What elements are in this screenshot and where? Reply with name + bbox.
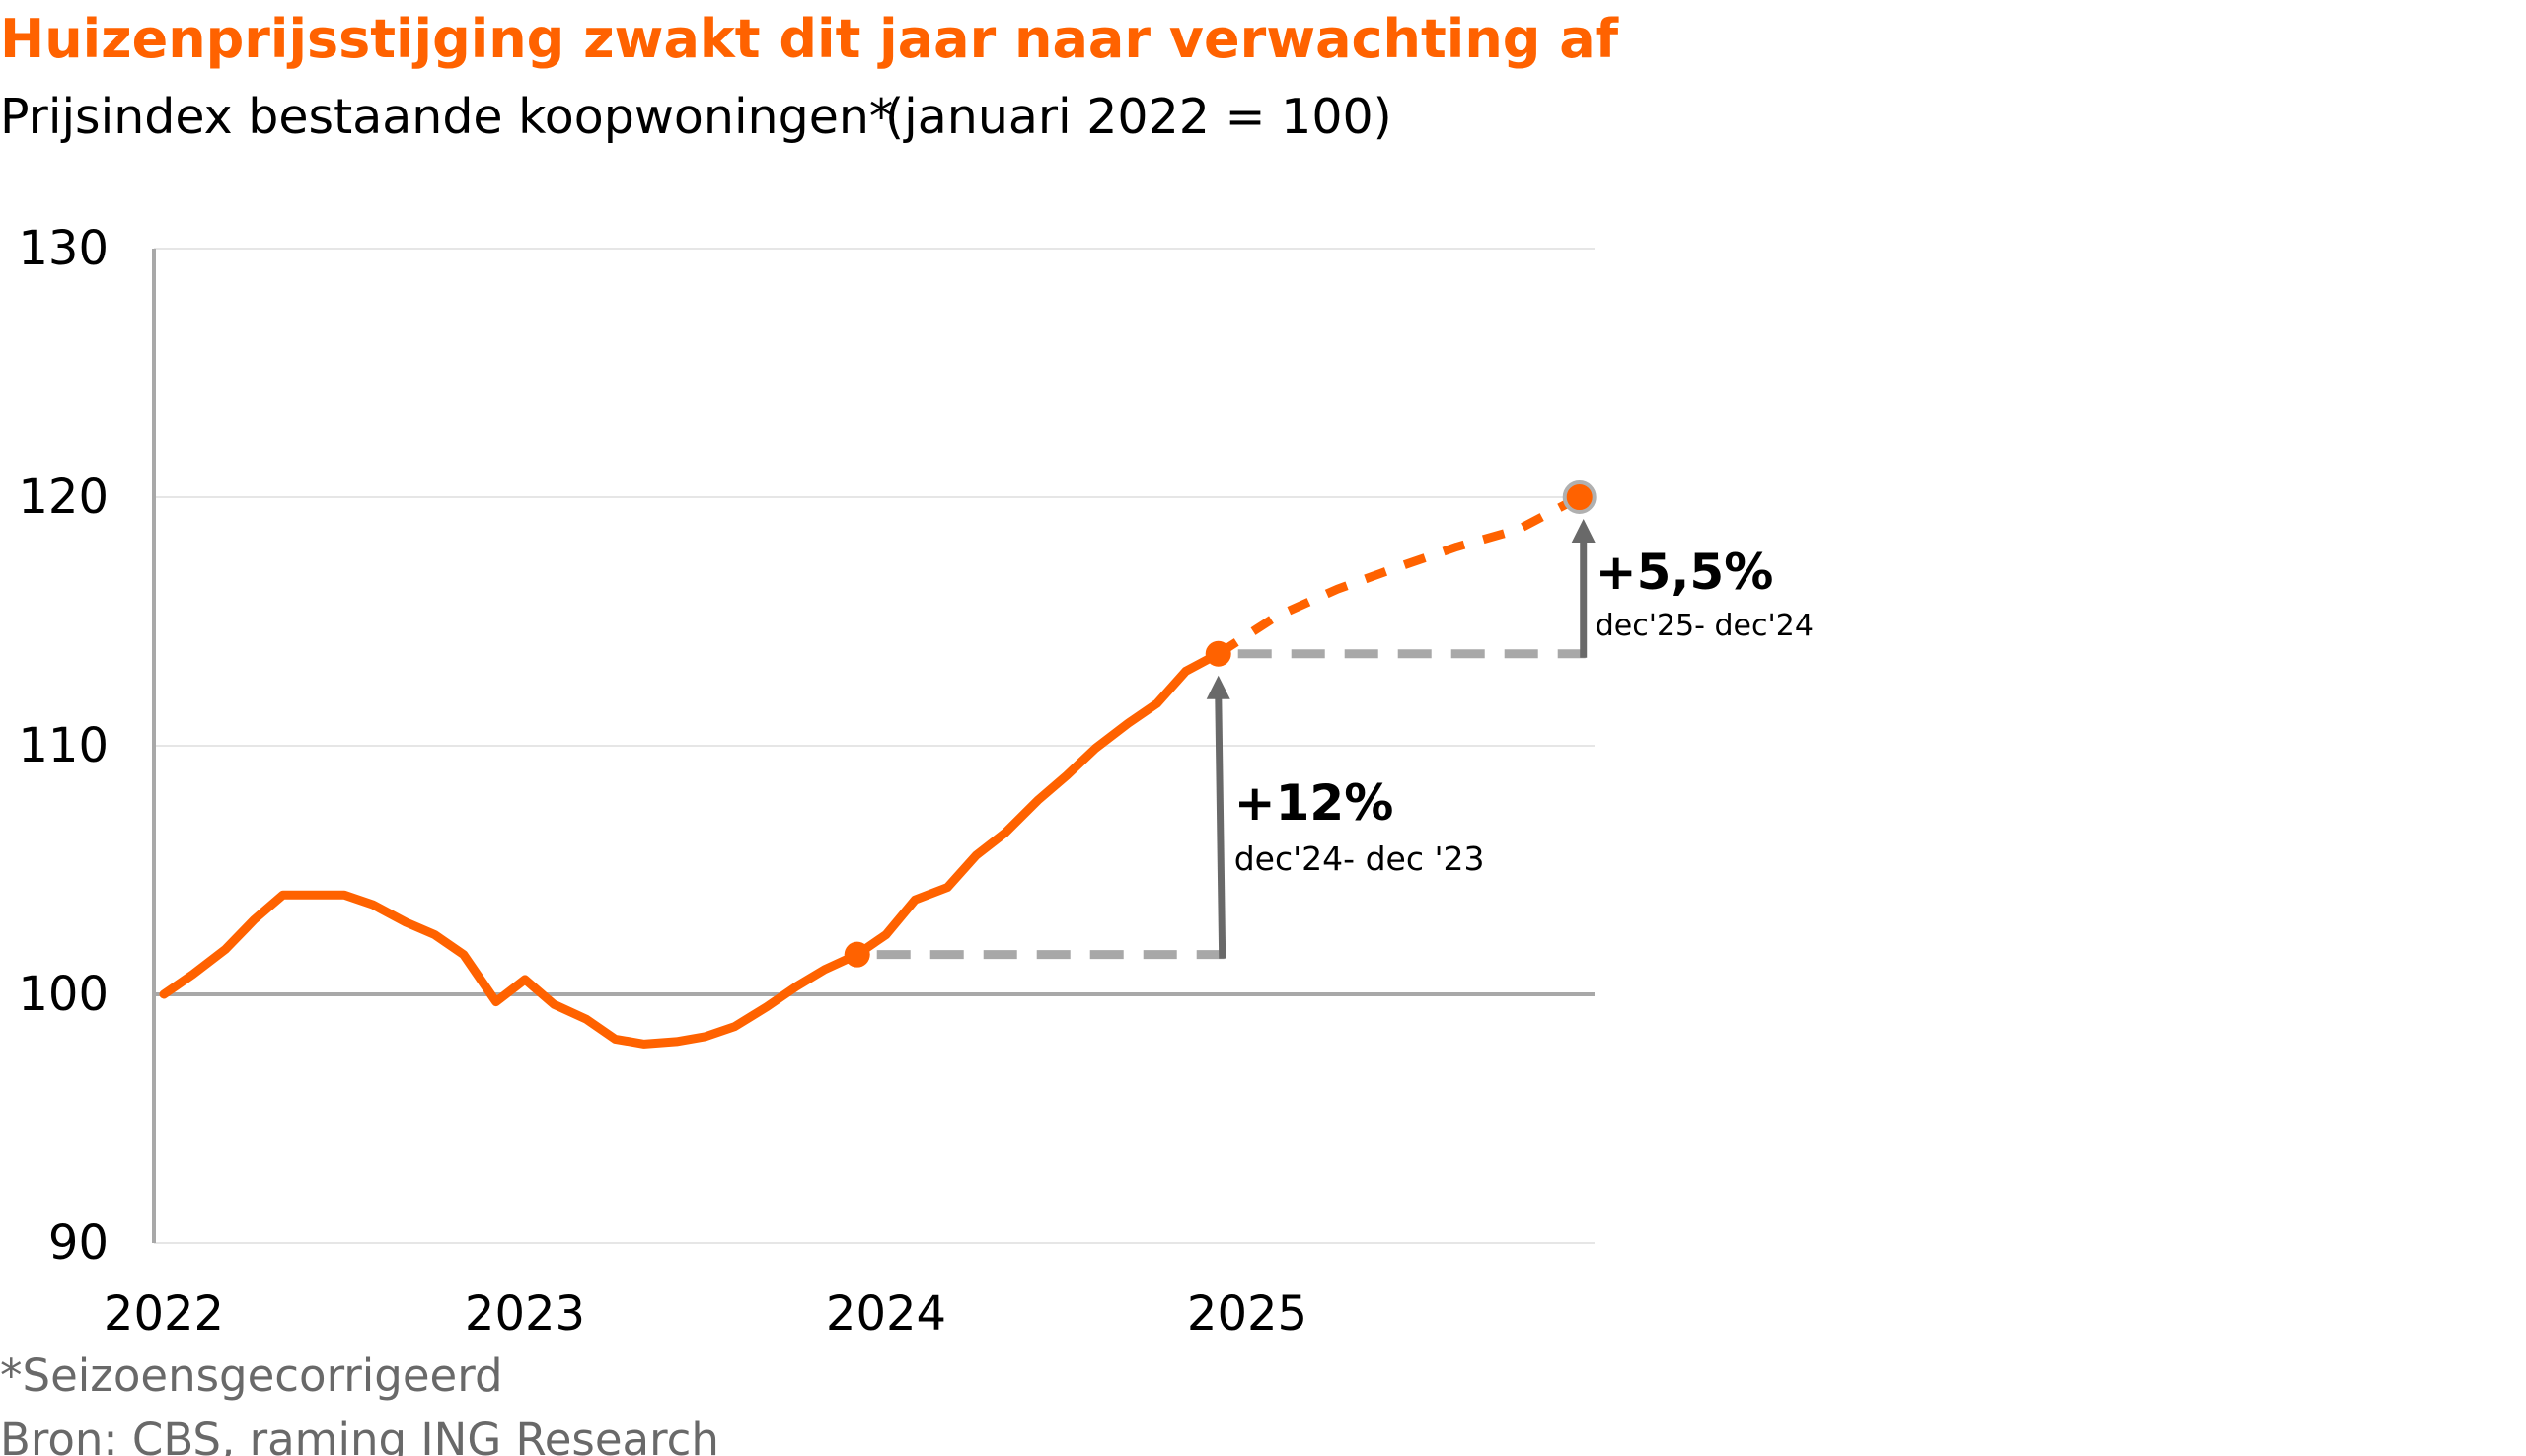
footnote: *Seizoensgecorrigeerd (0, 1349, 503, 1402)
x-axis-ticks: 2022 2023 2024 2025 (104, 1286, 1307, 1342)
data-point-marker (1562, 480, 1597, 514)
chart-subtitle: Prijsindex bestaande koopwoningen* (0, 89, 893, 145)
annotation-arrows (1206, 519, 1596, 959)
annotation-value-5-5: +5,5% (1596, 544, 1774, 601)
chart-title: Huizenprijsstijging zwakt dit jaar naar … (0, 8, 1619, 70)
y-tick-label: 100 (18, 967, 109, 1022)
data-point-marker (844, 941, 870, 968)
y-axis-ticks: 130 120 110 100 90 (18, 221, 109, 1271)
y-tick-label: 120 (18, 470, 109, 525)
y-tick-label: 90 (48, 1215, 109, 1271)
data-point-marker (1205, 640, 1231, 667)
annotation-value-12: +12% (1234, 774, 1394, 832)
y-tick-label: 130 (18, 221, 109, 276)
gridlines (154, 248, 1595, 1244)
actual-line (159, 649, 1224, 1049)
x-tick-label: 2024 (826, 1286, 946, 1342)
annotation-label-12: dec'24- dec '23 (1234, 839, 1485, 878)
series-markers (844, 480, 1597, 968)
annotation-dashes (876, 649, 1586, 960)
source-note: Bron: CBS, raming ING Research (0, 1414, 719, 1456)
x-tick-label: 2023 (465, 1286, 585, 1342)
annotation-arrow-head (1206, 675, 1230, 699)
series-lines (159, 493, 1582, 1049)
chart-subtitle-unit: (januari 2022 = 100) (885, 89, 1392, 145)
x-tick-label: 2025 (1187, 1286, 1307, 1342)
annotation-arrow-shaft (1215, 692, 1226, 959)
y-tick-label: 110 (18, 718, 109, 773)
annotation-label-5-5: dec'25- dec'24 (1596, 609, 1814, 643)
forecast-line (1216, 493, 1582, 658)
x-tick-label: 2022 (104, 1286, 224, 1342)
annotation-arrow-head (1571, 519, 1596, 543)
